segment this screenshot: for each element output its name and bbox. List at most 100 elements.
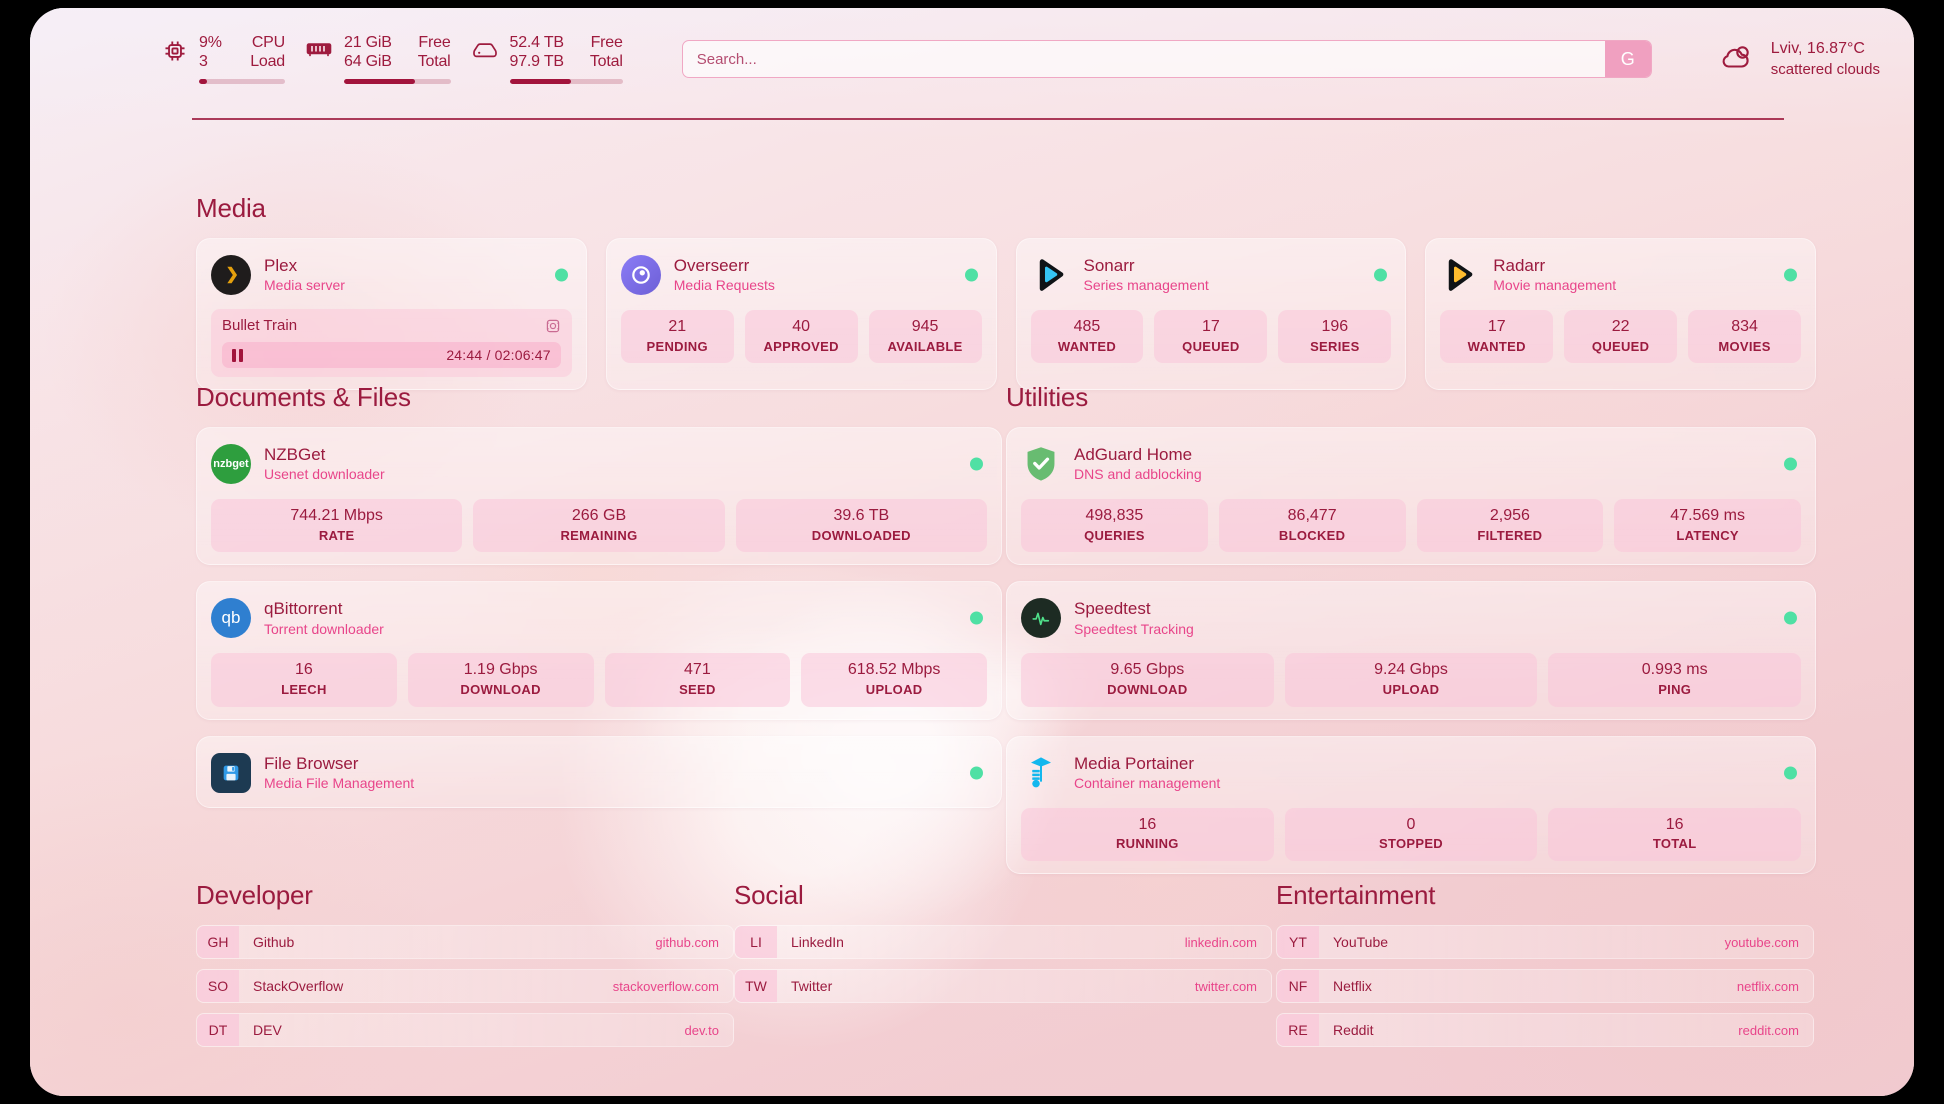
- cloud-icon: [1717, 42, 1757, 77]
- stat-value: 21: [668, 318, 687, 335]
- system-stat-disk: 52.4 TB Free 97.9 TB Total: [471, 34, 623, 84]
- app-name: Radarr: [1493, 255, 1546, 275]
- disk-total-value: 97.9 TB: [509, 53, 565, 70]
- stat-box: 471 SEED: [604, 653, 791, 707]
- bookmark-name: YouTube: [1333, 934, 1389, 950]
- app-card-qbittorrent[interactable]: qb qBittorrent Torrent downloader 16 LEE…: [196, 581, 1002, 720]
- cast-icon[interactable]: [545, 318, 561, 334]
- stat-value: 266 GB: [571, 507, 627, 524]
- app-name: Plex: [264, 255, 298, 275]
- search-input[interactable]: [682, 50, 1605, 68]
- bookmark-name: Github: [253, 934, 295, 950]
- section-documents-files: Documents & Files nzbget NZBGet Usenet d…: [196, 382, 1002, 808]
- bookmark-name: StackOverflow: [253, 978, 344, 994]
- bookmark-item[interactable]: LI LinkedIn linkedin.com: [734, 925, 1272, 959]
- stat-value: 39.6 TB: [833, 507, 890, 524]
- app-subtitle: Media server: [264, 277, 345, 294]
- app-card-adguard-home[interactable]: AdGuard Home DNS and adblocking 498,835 …: [1006, 427, 1816, 566]
- stat-value: 17: [1487, 318, 1506, 335]
- bookmark-item[interactable]: DT DEV dev.to: [196, 1013, 734, 1047]
- app-card-sonarr[interactable]: Sonarr Series management 485 WANTED 17: [1015, 238, 1407, 390]
- stat-box: 86,477 BLOCKED: [1218, 499, 1406, 553]
- stat-box: 40 APPROVED: [744, 310, 858, 364]
- memory-label-top: Free: [418, 34, 451, 51]
- stat-box: 9.65 Gbps DOWNLOAD: [1021, 653, 1274, 707]
- section-title-entertainment: Entertainment: [1276, 880, 1436, 910]
- status-indicator-online: [1784, 611, 1797, 625]
- stat-value: 498,835: [1085, 507, 1144, 524]
- bookmark-name: LinkedIn: [791, 934, 844, 950]
- section-title-media: Media: [196, 193, 266, 223]
- stat-value: 2,956: [1489, 507, 1530, 524]
- app-card-nzbget[interactable]: nzbget NZBGet Usenet downloader 744.21 M…: [196, 427, 1002, 566]
- bookmark-url: netflix.com: [1736, 978, 1799, 994]
- stat-label: TOTAL: [1652, 836, 1697, 852]
- memory-label-bottom: Total: [417, 53, 451, 70]
- section-title-social: Social: [734, 880, 804, 910]
- app-name: Sonarr: [1083, 255, 1135, 275]
- stat-box: 266 GB REMAINING: [473, 499, 725, 553]
- stat-label: QUEUED: [1182, 338, 1240, 354]
- status-indicator-online: [964, 268, 978, 282]
- system-stat-memory: 21 GiB Free 64 GiB Total: [305, 34, 451, 84]
- stat-box: 945 AVAILABLE: [868, 310, 982, 364]
- bookmark-item[interactable]: TW Twitter twitter.com: [734, 969, 1272, 1003]
- stat-value: 196: [1321, 318, 1349, 335]
- stat-box: 47.569 ms LATENCY: [1614, 499, 1801, 553]
- stat-label: REMAINING: [560, 527, 638, 543]
- bookmark-item[interactable]: YT YouTube youtube.com: [1276, 925, 1814, 959]
- stat-label: FILTERED: [1477, 527, 1543, 543]
- status-indicator-online: [970, 611, 983, 625]
- weather-widget: Lviv, 16.87°C scattered clouds: [1691, 38, 1880, 80]
- stat-box: 16 RUNNING: [1021, 807, 1274, 862]
- stat-box: 0 STOPPED: [1284, 807, 1538, 862]
- stat-box: 1.19 Gbps DOWNLOAD: [407, 653, 594, 707]
- bookmark-item[interactable]: RE Reddit reddit.com: [1276, 1013, 1814, 1047]
- status-indicator-online: [970, 457, 983, 471]
- stat-value: 9.24 Gbps: [1374, 661, 1448, 679]
- bookmark-abbr: TW: [735, 970, 777, 1002]
- bookmark-item[interactable]: NF Netflix netflix.com: [1276, 969, 1814, 1003]
- search-engine-button[interactable]: G: [1604, 41, 1651, 77]
- pause-icon[interactable]: [232, 348, 243, 362]
- section-title-documents: Documents & Files: [196, 382, 411, 412]
- bookmark-item[interactable]: SO StackOverflow stackoverflow.com: [196, 969, 734, 1003]
- stat-value: 40: [792, 318, 811, 335]
- app-name: Overseerr: [673, 255, 750, 275]
- app-subtitle: Speedtest Tracking: [1074, 620, 1194, 637]
- stat-box: 0.993 ms PING: [1548, 653, 1802, 707]
- stat-value: 9.65 Gbps: [1110, 661, 1185, 679]
- bookmark-url: youtube.com: [1724, 934, 1799, 950]
- stat-label: APPROVED: [763, 338, 839, 354]
- app-card-media-portainer[interactable]: Media Portainer Container management 16 …: [1006, 735, 1816, 875]
- stat-label: DOWNLOAD: [460, 682, 541, 698]
- speedtest-logo: [1021, 598, 1061, 639]
- section-utilities: Utilities AdGuard Home DNS and adblockin…: [1006, 382, 1816, 875]
- filebrowser-logo: [211, 752, 251, 793]
- disk-label-bottom: Total: [589, 53, 623, 70]
- cpu-usage-bar: [199, 79, 285, 84]
- now-playing-title: Bullet Train: [222, 317, 298, 334]
- app-card-radarr[interactable]: Radarr Movie management 17 WANTED 22: [1425, 238, 1816, 390]
- memory-total-value: 64 GiB: [344, 53, 392, 70]
- stat-value: 945: [911, 318, 939, 335]
- disk-free-value: 52.4 TB: [509, 34, 565, 51]
- app-card-plex[interactable]: Plex Media server Bullet Train: [196, 238, 587, 390]
- bookmark-name: Reddit: [1333, 1022, 1374, 1038]
- cpu-usage-value: 9%: [199, 34, 222, 51]
- app-card-overseerr[interactable]: Overseerr Media Requests 21 PENDING 40: [605, 238, 997, 390]
- stat-label: STOPPED: [1379, 836, 1443, 852]
- stat-value: 744.21 Mbps: [290, 507, 383, 524]
- stat-label: QUERIES: [1084, 527, 1145, 543]
- app-card-file-browser[interactable]: File Browser Media File Management: [196, 735, 1002, 808]
- stat-value: 17: [1201, 318, 1220, 335]
- bookmark-url: reddit.com: [1738, 1022, 1799, 1038]
- search-bar[interactable]: G: [681, 40, 1652, 78]
- bookmark-name: DEV: [253, 1022, 282, 1038]
- app-card-speedtest[interactable]: Speedtest Speedtest Tracking 9.65 Gbps D…: [1006, 581, 1816, 720]
- stat-value: 86,477: [1287, 507, 1337, 524]
- stat-value: 1.19 Gbps: [463, 661, 538, 679]
- bookmark-item[interactable]: GH Github github.com: [196, 925, 734, 959]
- cpu-label-bottom: Load: [250, 53, 285, 70]
- stat-box: 196 SERIES: [1278, 310, 1392, 364]
